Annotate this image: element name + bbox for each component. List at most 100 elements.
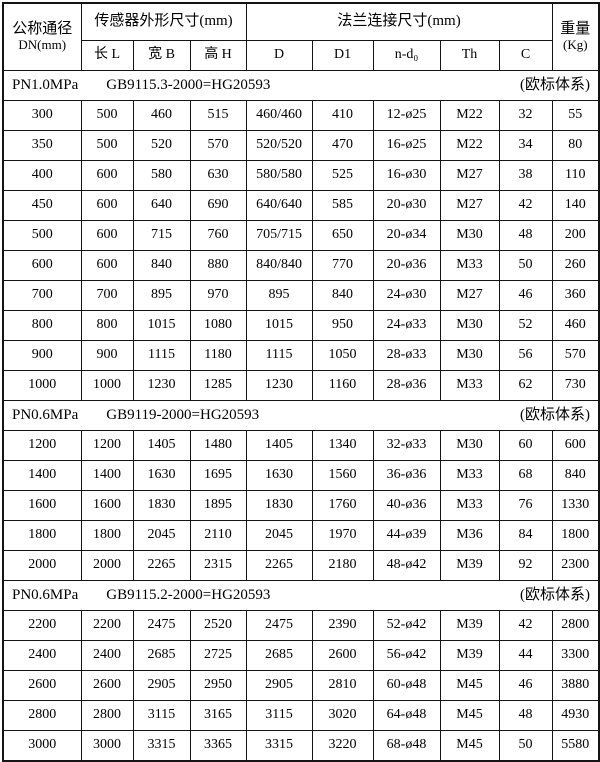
table-cell: 20-ø34 (372, 220, 441, 251)
table-cell: 500 (80, 130, 134, 161)
table-row: 500 600 715 760 705/715 650 20-ø34 M30 48 200 (2, 220, 600, 251)
table-cell: 16-ø25 (372, 130, 441, 161)
table-cell: 46 (498, 280, 553, 311)
section-pressure-rating: PN0.6MPa (12, 586, 79, 603)
table-row: 1200 1200 1405 1480 1405 1340 32-ø33 M30 60 600 (2, 430, 600, 461)
table-cell: 1200 (80, 430, 134, 461)
table-row: 800 800 1015 1080 1015 950 24-ø33 M30 52 460 (2, 310, 600, 341)
table-cell: 3165 (189, 700, 247, 731)
col-header-n-d0: n-d₀ (372, 40, 441, 71)
table-cell: 600 (80, 190, 134, 221)
table-cell: 1115 (245, 340, 313, 371)
section-standard-code: GB9115.3-2000=HG20593 (106, 76, 271, 93)
table-cell: 360 (551, 280, 600, 311)
table-cell: 3020 (311, 700, 374, 731)
table-cell: 2520 (189, 610, 247, 641)
table-cell: 44-ø39 (372, 520, 441, 551)
table-cell: 76 (498, 490, 553, 521)
table-cell: 700 (80, 280, 134, 311)
table-cell: 600 (80, 160, 134, 191)
table-cell: 2905 (245, 670, 313, 701)
table-cell: 900 (80, 340, 134, 371)
table-cell: 68-ø48 (372, 730, 441, 762)
table-cell: 1200 (2, 430, 82, 461)
table-cell: 520/520 (245, 130, 313, 161)
table-cell: 970 (189, 280, 247, 311)
section-system-note: (欧标体系) (520, 406, 591, 423)
table-cell: 520 (132, 130, 191, 161)
table-cell: 1230 (132, 370, 191, 401)
col-group-flange-dimensions: 法兰连接尺寸(mm) (245, 2, 553, 41)
table-row: 700 700 895 970 895 840 24-ø30 M27 46 360 (2, 280, 600, 311)
table-cell: 1285 (189, 370, 247, 401)
table-cell: 24-ø30 (372, 280, 441, 311)
table-cell: 2810 (311, 670, 374, 701)
table-cell: M27 (439, 160, 500, 191)
col-header-th: Th (439, 40, 500, 71)
table-cell: 3300 (551, 640, 600, 671)
table-cell: 1115 (132, 340, 191, 371)
table-cell: 46 (498, 670, 553, 701)
table-cell: 2800 (80, 700, 134, 731)
table-cell: 36-ø36 (372, 460, 441, 491)
table-cell: 840/840 (245, 250, 313, 281)
pressure-section-row: PN0.6MPa GB9115.2-2000=HG20593 (欧标体系) (2, 580, 600, 611)
table-cell: 1405 (132, 430, 191, 461)
table-row: 2200 2200 2475 2520 2475 2390 52-ø42 M39 42 2800 (2, 610, 600, 641)
table-cell: 640/640 (245, 190, 313, 221)
table-row: 300 500 460 515 460/460 410 12-ø25 M22 32 55 (2, 100, 600, 131)
table-cell: M27 (439, 280, 500, 311)
table-cell: 260 (551, 250, 600, 281)
table-cell: M33 (439, 460, 500, 491)
table-cell: 2600 (80, 670, 134, 701)
table-cell: 800 (80, 310, 134, 341)
table-cell: 2725 (189, 640, 247, 671)
table-cell: 450 (2, 190, 82, 221)
table-cell: M30 (439, 430, 500, 461)
table-cell: 1000 (2, 370, 82, 401)
table-cell: 600 (2, 250, 82, 281)
table-cell: 42 (498, 190, 553, 221)
table-cell: 800 (2, 310, 82, 341)
table-cell: 2600 (2, 670, 82, 701)
table-cell: 500 (2, 220, 82, 251)
col-header-d: D (245, 40, 313, 71)
table-row: 2000 2000 2265 2315 2265 2180 48-ø42 M39 92 2300 (2, 550, 600, 581)
table-cell: M45 (439, 730, 500, 762)
table-cell: 1180 (189, 340, 247, 371)
table-cell: M33 (439, 490, 500, 521)
table-cell: 3115 (245, 700, 313, 731)
table-cell: 1400 (2, 460, 82, 491)
header-row-subcolumns: 长 L 宽 B 高 H D D1 n-d₀ Th C (3, 40, 599, 71)
table-row: 450 600 640 690 640/640 585 20-ø30 M27 42 140 (2, 190, 600, 221)
table-cell: 1830 (245, 490, 313, 521)
table-body: PN1.0MPa GB9115.3-2000=HG20593 (欧标体系) 300 50… (2, 70, 600, 762)
table-cell: 515 (189, 100, 247, 131)
table-cell: 34 (498, 130, 553, 161)
table-cell: 1760 (311, 490, 374, 521)
nominal-diameter-label-dn: DN(mm) (18, 37, 67, 53)
table-cell: 28-ø36 (372, 370, 441, 401)
table-cell: 2800 (2, 700, 82, 731)
col-header-height-h: 高 H (189, 40, 247, 71)
table-cell: 1400 (80, 460, 134, 491)
pressure-section-cell: PN0.6MPa GB9115.2-2000=HG20593 (欧标体系) (2, 580, 600, 611)
table-cell: M30 (439, 340, 500, 371)
table-cell: 2000 (80, 550, 134, 581)
table-cell: 3220 (311, 730, 374, 762)
table-cell: 3000 (80, 730, 134, 762)
table-cell: 2390 (311, 610, 374, 641)
table-cell: 1230 (245, 370, 313, 401)
table-cell: 705/715 (245, 220, 313, 251)
table-cell: 2265 (245, 550, 313, 581)
table-cell: 1630 (245, 460, 313, 491)
section-system-note: (欧标体系) (520, 586, 591, 603)
table-cell: 580/580 (245, 160, 313, 191)
table-cell: M39 (439, 610, 500, 641)
table-cell: 16-ø30 (372, 160, 441, 191)
table-cell: M33 (439, 250, 500, 281)
table-cell: 2180 (311, 550, 374, 581)
table-cell: 715 (132, 220, 191, 251)
table-cell: 1800 (80, 520, 134, 551)
